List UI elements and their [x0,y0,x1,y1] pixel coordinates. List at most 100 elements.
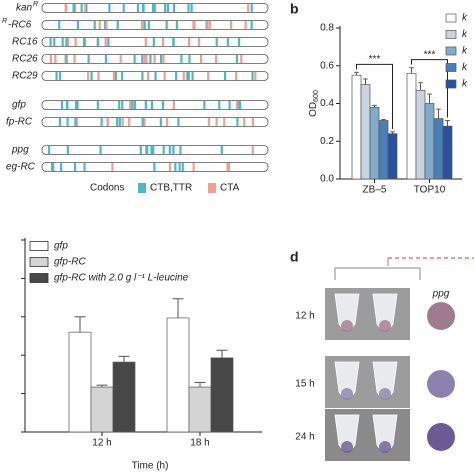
codon-stripe [172,146,175,154]
codon-stripe [61,38,64,46]
codon-stripe [49,38,52,46]
codon-stripe [152,38,155,46]
bar [415,89,426,180]
codon-stripe [121,118,124,126]
codon-stripe [187,4,190,12]
bar [351,74,362,180]
codon-stripe [236,118,239,126]
codon-stripe [133,101,137,109]
codon-stripe [108,4,111,12]
legend-swatch [445,79,457,89]
codon-stripe [177,118,180,126]
codon-stripe [251,72,254,80]
codon-stripe [190,4,193,12]
bar [424,103,435,180]
y-tick-label: 0.8 [320,23,334,34]
bar [378,120,389,180]
bar [406,72,417,180]
codon-stripe [187,38,191,46]
column-label: ppg [432,289,450,300]
codon-stripe [50,163,54,171]
codon-stripe [65,55,68,63]
row-label: kan [16,3,33,14]
gene-bar [41,145,269,155]
legend-label: k [462,13,468,24]
bar [68,331,92,433]
codon-stripe [208,21,212,29]
codon-stripe [186,72,189,80]
legend-label: CTB,TTR [150,183,192,194]
bar [433,118,444,180]
codon-stripe [58,72,62,80]
codon-stripe [85,4,88,12]
bar [442,125,453,180]
codon-stripe [73,4,76,12]
codon-stripe [98,21,101,29]
codon-stripe [114,72,117,80]
legend-swatch [445,30,457,39]
codon-stripe [163,4,167,12]
codon-stripe [175,21,179,29]
codon-stripe [74,118,77,126]
codon-stripe [97,72,100,80]
y-axis-label: OD600 [308,90,320,117]
codon-stripe [143,55,146,63]
codon-stripe [175,72,178,80]
codon-stripe [159,118,162,126]
codon-stripe [83,163,86,171]
codon-stripe [87,55,90,63]
codon-stripe [96,38,100,46]
codon-stripe [143,118,146,126]
codon-stripe [238,38,241,46]
codon-stripe [141,21,144,29]
codon-stripe [215,118,218,126]
legend-label: CTA [220,183,240,194]
x-tick-label: 18 h [190,438,209,449]
codon-stripe [161,38,165,46]
codon-stripe [236,101,239,109]
codon-stripe [227,163,231,171]
codon-stripe [58,21,61,29]
codon-stripe [141,72,144,80]
codon-stripe [235,72,238,80]
codon-stripe [168,146,171,154]
bar [210,357,234,433]
y-tick-label: 0.0 [320,174,334,185]
legend-swatch [138,183,146,193]
legend-label: gfp-RC [54,257,86,268]
codon-stripe [238,101,242,109]
x-axis-label: Time (h) [132,461,169,472]
row-label: 15 h [295,379,314,390]
x-tick-label: 12 h [92,438,111,449]
legend-label: k [462,62,468,73]
codon-stripe [76,21,80,29]
tube-liquid [379,441,391,453]
codon-stripe [153,4,156,12]
codon-stripe [73,163,77,171]
x-tick-label: TOP10 [414,185,446,196]
codon-stripe [142,4,145,12]
codon-stripe [128,118,131,126]
panel-label: d [290,249,299,265]
codon-stripe [154,72,157,80]
codon-stripe [106,118,109,126]
codon-stripe [141,55,144,63]
codon-stripe [247,4,250,12]
codon-stripe [218,101,221,109]
bar [166,317,190,433]
codon-stripe [150,101,153,109]
codon-stripe [172,38,175,46]
codon-stripe [66,101,69,109]
x-tick-label: ZB–5 [363,185,387,196]
legend-swatch [445,13,457,23]
tube-liquid [341,441,353,453]
bar [112,361,136,433]
codon-stripe [118,101,121,109]
row-label: 12 h [295,311,314,322]
codon-stripe [80,4,83,12]
row-label: ppg [11,145,29,156]
codon-stripe [74,101,78,109]
legend-swatch [29,241,49,251]
codon-stripe [191,72,194,80]
